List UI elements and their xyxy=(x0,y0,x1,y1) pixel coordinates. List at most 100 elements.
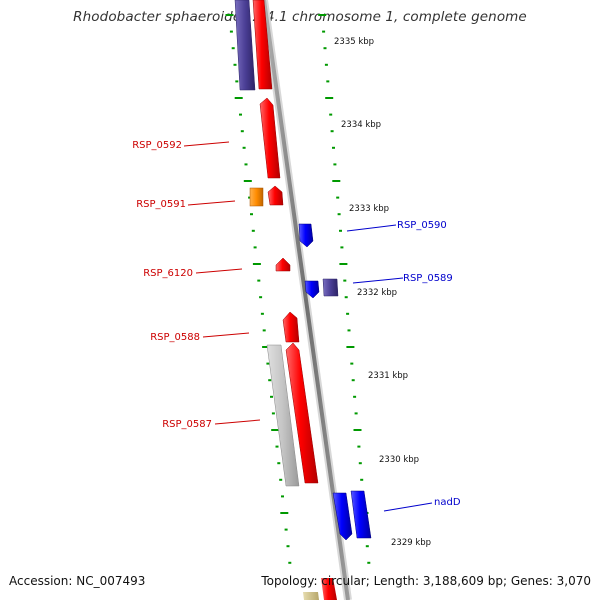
outer-tick-dot xyxy=(358,462,362,465)
scale-labels: 2335 kbp 2334 kbp 2333 kbp 2332 kbp 2331… xyxy=(334,37,431,548)
outer-tick-dot xyxy=(346,346,355,348)
outer-tick-dot xyxy=(333,163,337,166)
outer-tick-dot xyxy=(354,412,358,415)
outer-tick-dot xyxy=(346,312,350,315)
inner-tick-dot xyxy=(260,312,264,315)
forward-strand-features xyxy=(298,223,372,541)
inner-tick-dot xyxy=(279,478,283,481)
inner-tick-dot xyxy=(262,346,271,348)
cds-gray xyxy=(266,344,300,487)
cds-nadd-b xyxy=(350,490,372,539)
inner-tick-dot xyxy=(244,163,248,166)
cds-tan-bottom xyxy=(303,592,319,600)
outer-tick-dot xyxy=(337,213,341,216)
inner-tick-dot xyxy=(277,462,281,465)
gene-label-rsp0587: RSP_0587 xyxy=(162,419,212,430)
cds-rsp0589-blue xyxy=(304,280,320,299)
inner-tick-dot xyxy=(259,296,263,299)
scale-label-2335: 2335 kbp xyxy=(334,37,374,47)
outer-tick-dot xyxy=(350,362,354,365)
length-text: Length: 3,188,609 bp; xyxy=(373,574,508,588)
scale-label-2329: 2329 kbp xyxy=(391,538,431,548)
gene-labels: RSP_0592 RSP_0591 RSP_6120 RSP_0588 RSP_… xyxy=(132,140,461,508)
inner-tick-dot xyxy=(288,561,292,564)
inner-tick-dot xyxy=(225,14,234,16)
gene-label-rsp0592: RSP_0592 xyxy=(132,140,182,151)
outer-tick-dot xyxy=(353,395,357,398)
outer-tick-dot xyxy=(344,296,348,299)
cds-red-bottom xyxy=(321,578,337,600)
outer-tick-dot xyxy=(326,80,330,83)
outer-tick-dot xyxy=(353,429,362,431)
inner-tick-dot xyxy=(248,196,252,199)
outer-tick-dot xyxy=(325,97,334,99)
outer-tick-dot xyxy=(318,14,327,16)
cds-rsp0589-purple xyxy=(322,278,339,297)
gene-label-nadd: nadD xyxy=(434,497,461,508)
outer-tick-dot xyxy=(323,47,327,50)
inner-tick-dot xyxy=(280,512,289,514)
inner-tick-dot xyxy=(270,395,273,398)
inner-tick-dot xyxy=(252,263,261,265)
outer-tick-dot xyxy=(357,445,361,448)
cds-rsp0590 xyxy=(298,223,314,248)
outer-tick-dot xyxy=(339,263,348,265)
inner-tick-dot xyxy=(262,329,266,332)
outer-tick-dot xyxy=(347,329,351,332)
topology-text: Topology: circular; xyxy=(261,574,370,588)
accession-text: Accession: NC_007493 xyxy=(9,574,146,588)
scale-label-2332: 2332 kbp xyxy=(357,288,397,298)
outer-tick-dot xyxy=(365,545,369,548)
cds-rsp0592 xyxy=(259,97,281,179)
cds-rsp0588 xyxy=(282,311,300,343)
outer-tick-dot xyxy=(330,130,334,133)
inner-tick-dots xyxy=(225,14,292,564)
chromosome-backbone xyxy=(260,0,352,600)
inner-tick-dot xyxy=(281,495,284,498)
outer-tick-dot xyxy=(340,246,344,249)
inner-tick-dot xyxy=(239,113,242,116)
outer-tick-dot xyxy=(367,561,371,564)
map-title: Rhodobacter sphaeroides 2.4.1 chromosome… xyxy=(73,9,527,25)
inner-tick-dot xyxy=(253,246,257,249)
inner-tick-dot xyxy=(229,30,233,33)
scale-label-2334: 2334 kbp xyxy=(341,120,381,130)
genes-count-text: Genes: 3,070 xyxy=(510,574,591,588)
cds-rsp0591-orange xyxy=(249,187,264,207)
inner-tick-dot xyxy=(242,146,246,149)
gene-label-rsp0588: RSP_0588 xyxy=(150,332,200,343)
inner-tick-dot xyxy=(234,97,243,99)
inner-tick-dot xyxy=(284,528,288,531)
inner-tick-dot xyxy=(233,63,237,66)
inner-tick-dot xyxy=(243,180,252,182)
outer-tick-dot xyxy=(351,379,355,382)
scale-label-2330: 2330 kbp xyxy=(379,455,419,465)
inner-tick-dot xyxy=(275,445,279,448)
label-leaders xyxy=(183,141,433,512)
genome-stats: Topology: circular; Length: 3,188,609 bp… xyxy=(261,574,591,588)
outer-tick-dot xyxy=(332,180,341,182)
inner-tick-dot xyxy=(231,47,235,50)
inner-tick-dot xyxy=(257,279,261,282)
inner-tick-dot xyxy=(240,130,244,133)
reverse-strand-features xyxy=(234,0,337,600)
outer-tick-dot xyxy=(332,146,335,149)
inner-tick-dot xyxy=(251,229,255,232)
inner-tick-dot xyxy=(235,80,239,83)
outer-tick-dot xyxy=(322,30,326,33)
outer-tick-dot xyxy=(329,113,333,116)
cds-rsp0591-red xyxy=(267,185,284,206)
inner-tick-dot xyxy=(271,429,280,431)
inner-tick-dot xyxy=(250,213,253,216)
scale-label-2331: 2331 kbp xyxy=(368,371,408,381)
cds-red-top xyxy=(252,0,273,90)
gene-label-rsp0590: RSP_0590 xyxy=(397,220,447,231)
outer-tick-dot xyxy=(336,196,340,199)
outer-tick-dot xyxy=(324,63,328,66)
inner-tick-dot xyxy=(266,362,270,365)
inner-tick-dot xyxy=(268,379,272,382)
inner-tick-dot xyxy=(271,412,275,415)
outer-tick-dot xyxy=(360,478,364,481)
gene-label-rsp6120: RSP_6120 xyxy=(143,268,193,279)
